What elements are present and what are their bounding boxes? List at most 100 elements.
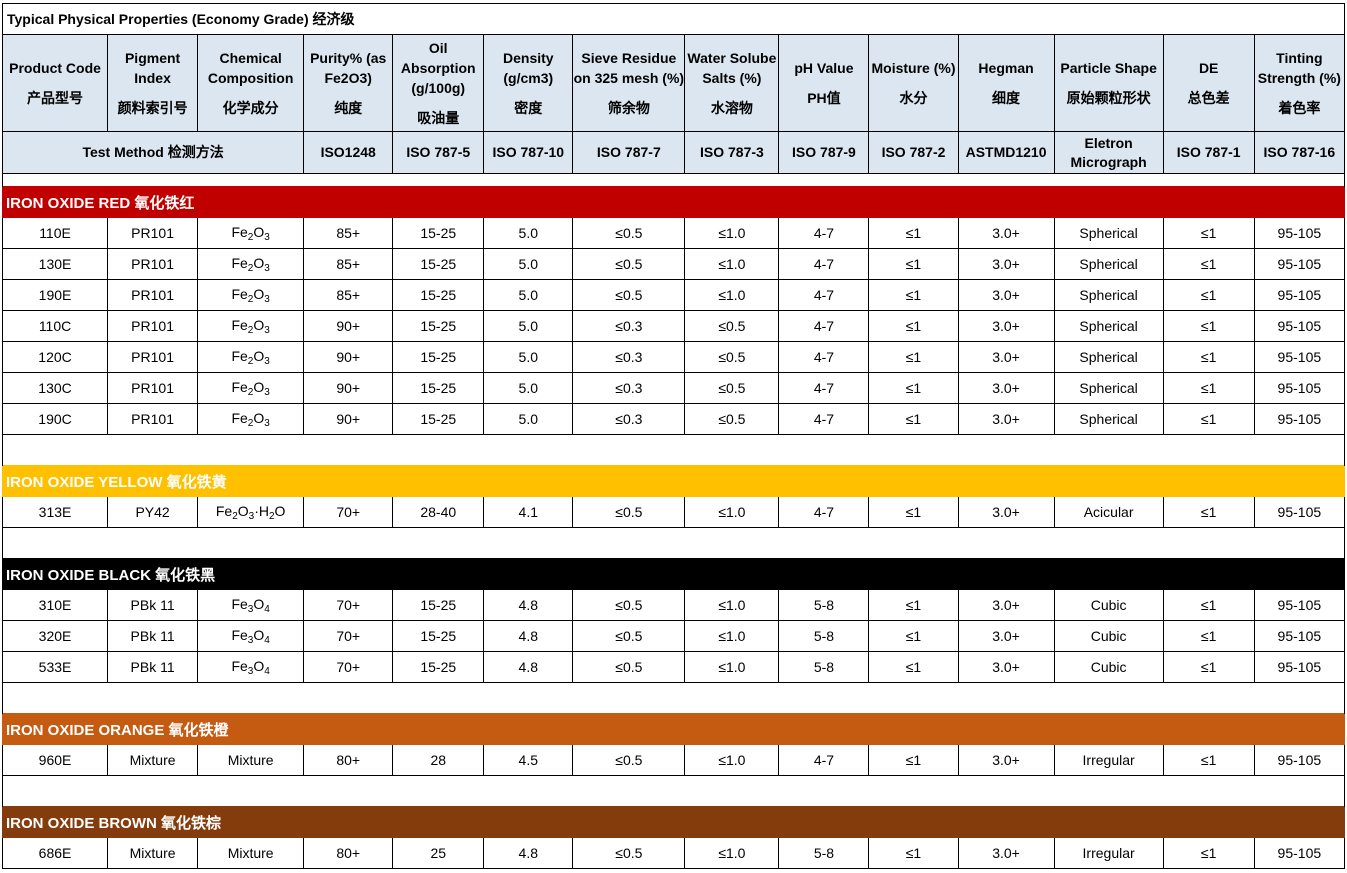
- density-cell: 4.1: [483, 496, 574, 528]
- header-cell: Oil Absorption (g/100g) 吸油量: [392, 34, 485, 132]
- de-cell: ≤1: [1162, 620, 1255, 652]
- purity-cell: 80+: [303, 837, 394, 869]
- shape-cell: Acicular: [1053, 496, 1164, 528]
- header-cell: Hegman 细度: [957, 34, 1055, 132]
- de-cell: ≤1: [1162, 744, 1255, 776]
- table-row: 120C PR101 Fe2O3 90+ 15-25 5.0 ≤0.3 ≤0.5 4-7 ≤1 3.…: [1, 341, 1346, 373]
- product-code-cell: 120C: [1, 341, 109, 373]
- chem-composition-cell: Fe2O3: [197, 217, 305, 249]
- oil-cell: 15-25: [392, 589, 485, 621]
- hegman-cell: 3.0+: [957, 341, 1055, 373]
- pigment-index-cell: PR101: [107, 310, 199, 342]
- sieve-cell: ≤0.5: [572, 744, 686, 776]
- oil-cell: 15-25: [392, 372, 485, 404]
- de-cell: ≤1: [1162, 589, 1255, 621]
- ph-cell: 5-8: [778, 651, 870, 683]
- density-cell: 5.0: [483, 279, 574, 311]
- de-cell: ≤1: [1162, 403, 1255, 435]
- chem-composition-cell: Fe3O4: [197, 589, 305, 621]
- density-cell: 4.5: [483, 744, 574, 776]
- header-en: Oil Absorption (g/100g): [400, 40, 476, 96]
- tint-cell: 95-105: [1253, 248, 1346, 280]
- hegman-cell: 3.0+: [957, 744, 1055, 776]
- ph-cell: 4-7: [778, 341, 870, 373]
- water-cell: ≤1.0: [684, 248, 780, 280]
- chem-composition-cell: Fe2O3: [197, 279, 305, 311]
- shape-cell: Spherical: [1053, 403, 1164, 435]
- test-method-cell: Eletron Micrograph: [1053, 131, 1164, 174]
- pigment-index-cell: PR101: [107, 372, 199, 404]
- pigment-index-cell: PR101: [107, 279, 199, 311]
- ph-cell: 4-7: [778, 217, 870, 249]
- oil-cell: 28-40: [392, 496, 485, 528]
- header-cn: 密度: [514, 100, 543, 116]
- product-code-cell: 533E: [1, 651, 109, 683]
- header-cell: Moisture (%) 水分: [868, 34, 959, 132]
- header-en: Sieve Residue on 325 mesh (%): [573, 50, 685, 86]
- de-cell: ≤1: [1162, 279, 1255, 311]
- density-cell: 5.0: [483, 217, 574, 249]
- pigment-index-cell: PR101: [107, 403, 199, 435]
- category-label: IRON OXIDE BROWN 氧化铁棕: [2, 806, 1345, 838]
- test-method-row: Test Method 检测方法 ISO1248 ISO 787-5 ISO 787…: [1, 131, 1346, 174]
- product-code-cell: 190E: [1, 279, 109, 311]
- header-row: Product Code 产品型号 Pigment Index 颜料索引号 Chemic…: [1, 34, 1346, 132]
- hegman-cell: 3.0+: [957, 279, 1055, 311]
- test-method-cell: ISO 787-9: [778, 131, 870, 174]
- product-code-cell: 130E: [1, 248, 109, 280]
- purity-cell: 90+: [303, 372, 394, 404]
- test-method-cell: ISO 787-1: [1162, 131, 1255, 174]
- moisture-cell: ≤1: [868, 217, 959, 249]
- sieve-cell: ≤0.5: [572, 279, 686, 311]
- purity-cell: 90+: [303, 341, 394, 373]
- category-row: IRON OXIDE ORANGE 氧化铁橙: [2, 713, 1345, 745]
- header-en: Particle Shape: [1060, 60, 1157, 76]
- purity-cell: 80+: [303, 744, 394, 776]
- hegman-cell: 3.0+: [957, 248, 1055, 280]
- tint-cell: 95-105: [1253, 279, 1346, 311]
- chem-composition-cell: Fe2O3: [197, 248, 305, 280]
- header-en: Product Code: [9, 60, 101, 76]
- header-en: Chemical Composition: [207, 50, 294, 86]
- header-cn: 颜料索引号: [117, 100, 188, 116]
- header-cn: 吸油量: [417, 110, 460, 126]
- category-row: IRON OXIDE RED 氧化铁红: [2, 186, 1345, 218]
- shape-cell: Irregular: [1053, 837, 1164, 869]
- header-cell: Tinting Strength (%) 着色率: [1253, 34, 1346, 132]
- table-row: 320E PBk 11 Fe3O4 70+ 15-25 4.8 ≤0.5 ≤1.0 5-8 ≤1 3…: [1, 620, 1346, 652]
- product-code-cell: 320E: [1, 620, 109, 652]
- ph-cell: 4-7: [778, 248, 870, 280]
- shape-cell: Cubic: [1053, 620, 1164, 652]
- de-cell: ≤1: [1162, 310, 1255, 342]
- tint-cell: 95-105: [1253, 217, 1346, 249]
- header-cn: 水分: [899, 90, 928, 106]
- hegman-cell: 3.0+: [957, 651, 1055, 683]
- sieve-cell: ≤0.3: [572, 403, 686, 435]
- hegman-cell: 3.0+: [957, 372, 1055, 404]
- water-cell: ≤1.0: [684, 651, 780, 683]
- sieve-cell: ≤0.5: [572, 248, 686, 280]
- test-method-cell: ISO 787-10: [483, 131, 574, 174]
- ph-cell: 4-7: [778, 403, 870, 435]
- ph-cell: 5-8: [778, 589, 870, 621]
- table-row: 190C PR101 Fe2O3 90+ 15-25 5.0 ≤0.3 ≤0.5 4-7 ≤1 3.…: [1, 403, 1346, 435]
- moisture-cell: ≤1: [868, 744, 959, 776]
- product-code-cell: 110C: [1, 310, 109, 342]
- pigment-index-cell: PR101: [107, 217, 199, 249]
- test-method-cell: ISO 787-5: [392, 131, 485, 174]
- pigment-index-cell: PR101: [107, 341, 199, 373]
- oil-cell: 28: [392, 744, 485, 776]
- table-row: 960E Mixture Mixture 80+ 28 4.5 ≤0.5 ≤1.0 4-7 ≤1 3…: [1, 744, 1346, 776]
- header-en: Pigment Index: [124, 50, 181, 86]
- table-row: 110C PR101 Fe2O3 90+ 15-25 5.0 ≤0.3 ≤0.5 4-7 ≤1 3.…: [1, 310, 1346, 342]
- table-row: 130E PR101 Fe2O3 85+ 15-25 5.0 ≤0.5 ≤1.0 4-7 ≤1 3.…: [1, 248, 1346, 280]
- shape-cell: Irregular: [1053, 744, 1164, 776]
- tint-cell: 95-105: [1253, 620, 1346, 652]
- test-method-cell: ISO 787-7: [572, 131, 686, 174]
- density-cell: 4.8: [483, 589, 574, 621]
- header-cell: Product Code 产品型号: [1, 34, 109, 132]
- header-en: Tinting Strength (%): [1257, 50, 1341, 86]
- density-cell: 4.8: [483, 837, 574, 869]
- header-en: Moisture (%): [871, 60, 956, 76]
- chem-composition-cell: Fe3O4: [197, 620, 305, 652]
